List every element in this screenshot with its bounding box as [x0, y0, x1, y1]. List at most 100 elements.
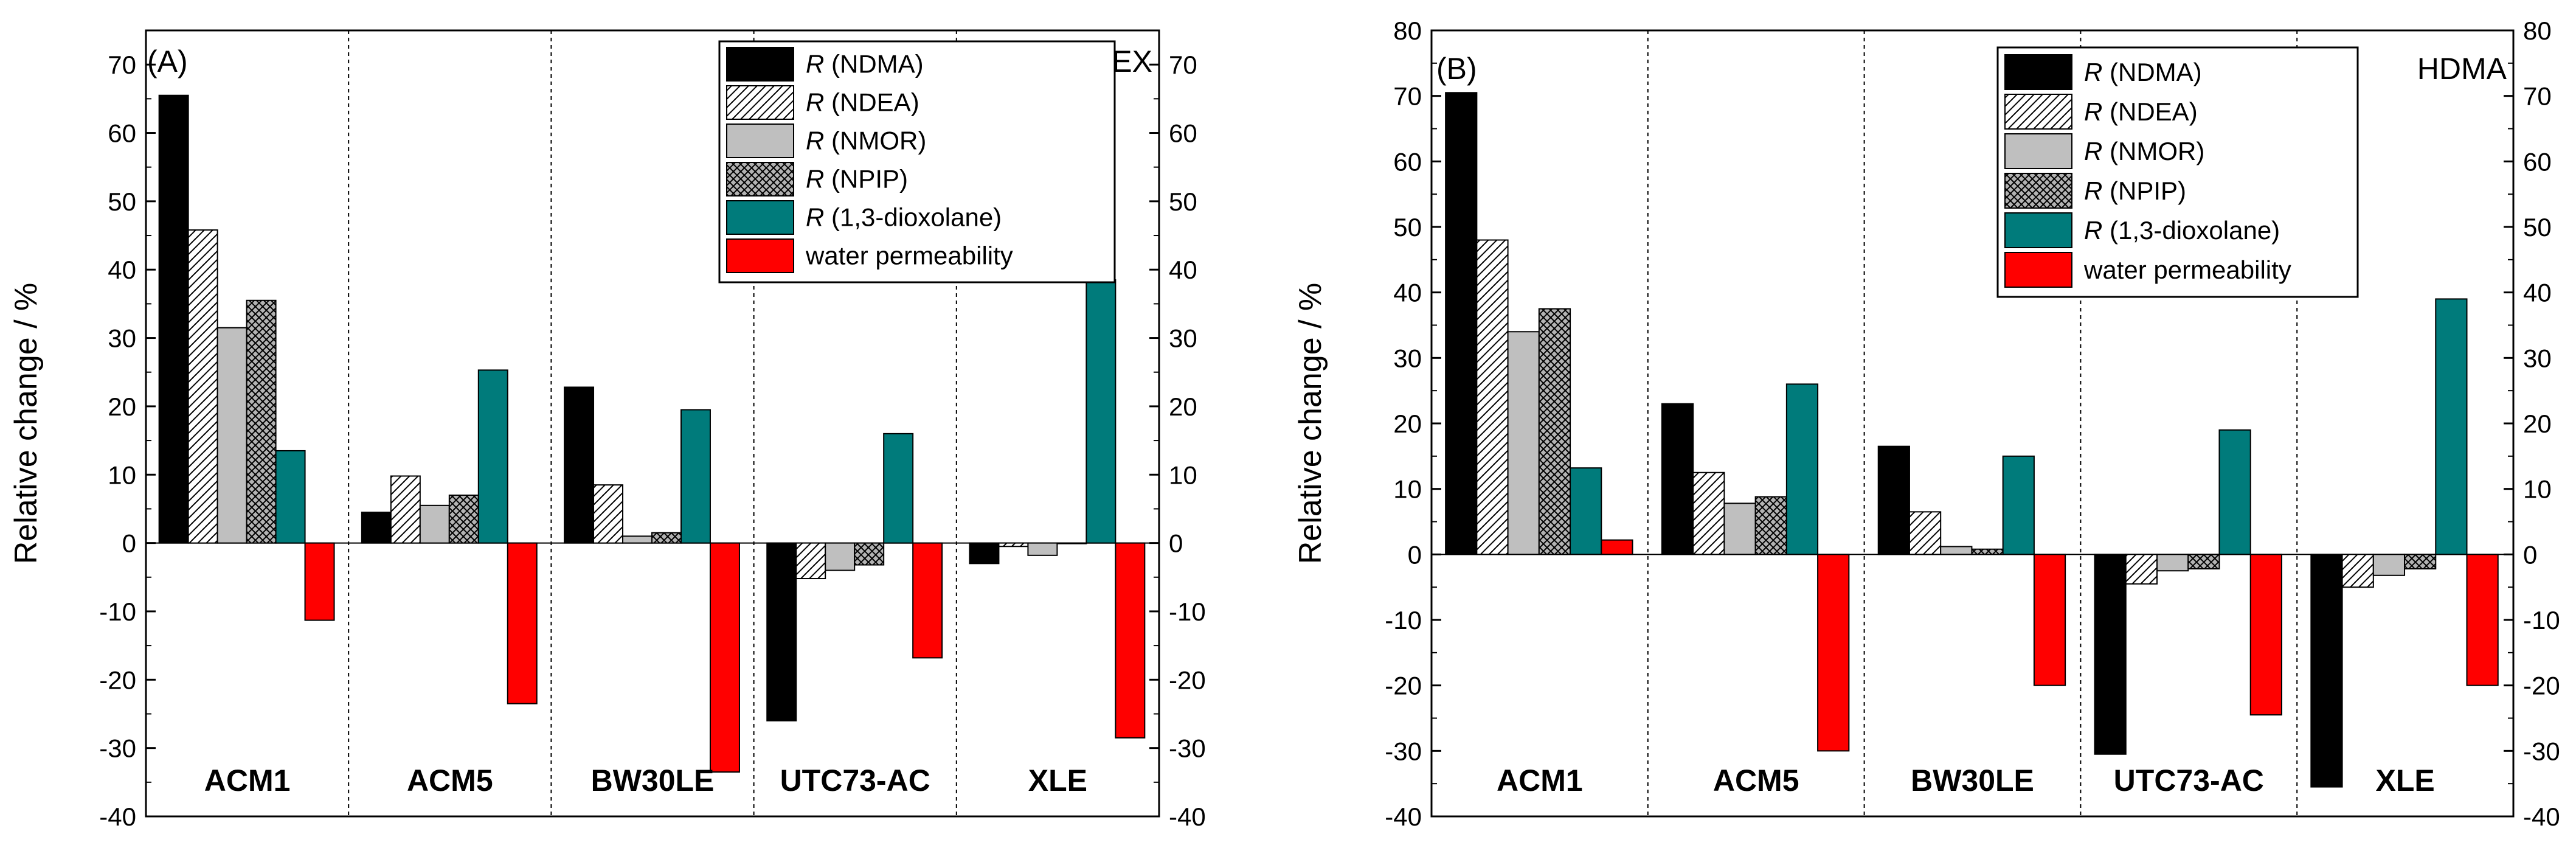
bar-r-npip-	[448, 494, 479, 544]
bar-r-1-3-dioxolane-	[1085, 279, 1117, 544]
y-tick-label-left: 50	[1393, 213, 1422, 242]
y-tick-label-left: -10	[1385, 606, 1422, 635]
y-tick-label-right: -20	[2523, 672, 2560, 700]
y-tick-label-right: -10	[2523, 606, 2560, 635]
legend-swatch	[2004, 133, 2072, 169]
legend-swatch	[726, 85, 794, 120]
bar-r-nmor-	[1723, 502, 1756, 555]
category-label: XLE	[1028, 763, 1087, 798]
bar-r-nmor-	[2372, 554, 2406, 576]
bar-r-1-3-dioxolane-	[477, 369, 508, 544]
y-tick-label-left: 20	[108, 392, 136, 421]
legend-swatch	[726, 47, 794, 82]
bar-r-ndea-	[2125, 554, 2158, 585]
bar-r-ndma-	[766, 542, 797, 722]
bar-r-ndea-	[187, 229, 218, 544]
y-tick-label-right: -30	[1169, 734, 1206, 763]
y-tick-label-left: -40	[1385, 802, 1422, 831]
legend-label: R (NMOR)	[806, 127, 926, 155]
y-tick-label-right: 30	[2523, 344, 2552, 372]
y-tick-label-right: -20	[1169, 666, 1206, 694]
bar-r-1-3-dioxolane-	[883, 433, 914, 544]
bar-r-nmor-	[1027, 542, 1058, 556]
legend-swatch	[2004, 252, 2072, 288]
legend-label: R (NDEA)	[806, 88, 919, 117]
bar-r-nmor-	[622, 535, 653, 544]
legend-swatch	[726, 123, 794, 158]
category-label: ACM5	[1713, 763, 1799, 798]
y-tick-label-left: 60	[108, 119, 136, 148]
legend-swatch	[2004, 94, 2072, 130]
bar-r-1-3-dioxolane-	[275, 450, 306, 544]
bar-water-permeability	[1817, 554, 1850, 752]
bar-r-npip-	[2404, 554, 2437, 570]
y-tick-label-left: 20	[1393, 409, 1422, 438]
y-tick-label-right: 60	[2523, 147, 2552, 176]
bar-r-nmor-	[419, 504, 450, 544]
legend-swatch	[2004, 212, 2072, 248]
bar-r-nmor-	[825, 542, 856, 571]
category-label: BW30LE	[591, 763, 715, 798]
bar-water-permeability	[2249, 554, 2282, 716]
bar-r-ndea-	[1476, 239, 1509, 555]
legend-label: R (1,3-dioxolane)	[806, 203, 1002, 232]
bar-r-nmor-	[216, 327, 248, 544]
bar-r-ndma-	[1445, 92, 1478, 555]
y-tick-label-right: 10	[1169, 461, 1197, 489]
y-tick-label-left: -10	[99, 597, 136, 626]
bar-r-1-3-dioxolane-	[2435, 298, 2468, 555]
y-tick-label-right: -30	[2523, 737, 2560, 765]
y-tick-label-left: -20	[1385, 672, 1422, 700]
y-tick-label-right: 40	[2523, 279, 2552, 307]
bar-r-1-3-dioxolane-	[1785, 383, 1819, 555]
category-label: ACM5	[407, 763, 493, 798]
panel-title: HDMA	[2417, 52, 2507, 86]
legend-swatch	[2004, 173, 2072, 209]
bar-water-permeability	[709, 542, 740, 773]
legend-label: R (NDMA)	[806, 50, 924, 78]
legend-label: R (NDEA)	[2084, 97, 2198, 126]
y-tick-label-left: 80	[1393, 16, 1422, 45]
bar-water-permeability	[912, 542, 943, 659]
bar-r-nmor-	[1940, 546, 1973, 555]
bar-r-npip-	[1538, 308, 1571, 555]
category-label: ACM1	[1497, 763, 1583, 798]
category-label: ACM1	[204, 763, 291, 798]
bar-r-npip-	[854, 542, 885, 566]
y-tick-label-left: -20	[99, 666, 136, 694]
bar-r-ndma-	[158, 94, 189, 544]
category-label: UTC73-AC	[2114, 763, 2264, 798]
y-tick-label-right: 0	[2523, 540, 2537, 569]
y-tick-label-right: 50	[1169, 187, 1197, 216]
bar-r-ndma-	[2094, 554, 2127, 755]
y-tick-label-left: 0	[1408, 540, 1422, 569]
category-label: XLE	[2375, 763, 2434, 798]
bar-r-npip-	[246, 299, 277, 544]
y-tick-label-left: -30	[99, 734, 136, 763]
y-tick-label-right: 60	[1169, 119, 1197, 148]
bar-r-ndma-	[2310, 554, 2343, 788]
bar-water-permeability	[1115, 542, 1146, 739]
legend-label: R (NMOR)	[2084, 137, 2204, 165]
y-tick-label-right: -40	[2523, 802, 2560, 831]
bar-water-permeability	[1601, 539, 1633, 555]
y-tick-label-right: 30	[1169, 324, 1197, 353]
y-tick-label-right: 80	[2523, 16, 2552, 45]
bar-r-ndea-	[998, 542, 1029, 548]
bar-r-npip-	[651, 532, 682, 544]
bar-r-ndea-	[1692, 471, 1725, 555]
bar-r-nmor-	[2156, 554, 2189, 572]
bar-r-ndma-	[1877, 445, 1910, 555]
bar-water-permeability	[304, 542, 335, 621]
y-tick-label-left: 30	[108, 324, 136, 353]
panel-a: -40 -40 -30 -30 -20 -20 -10 -10 0 0 10 10 20 20 30 30 40…	[9, 29, 1206, 831]
bar-r-ndea-	[795, 542, 826, 580]
legend-label: water permeability	[2083, 256, 2291, 284]
bar-r-ndma-	[564, 386, 595, 544]
y-tick-label-left: 70	[1393, 82, 1422, 111]
y-tick-label-right: 0	[1169, 529, 1183, 558]
bar-r-npip-	[1056, 542, 1087, 544]
legend-swatch	[726, 162, 794, 196]
y-axis-label: Relative change / %	[1293, 283, 1328, 565]
